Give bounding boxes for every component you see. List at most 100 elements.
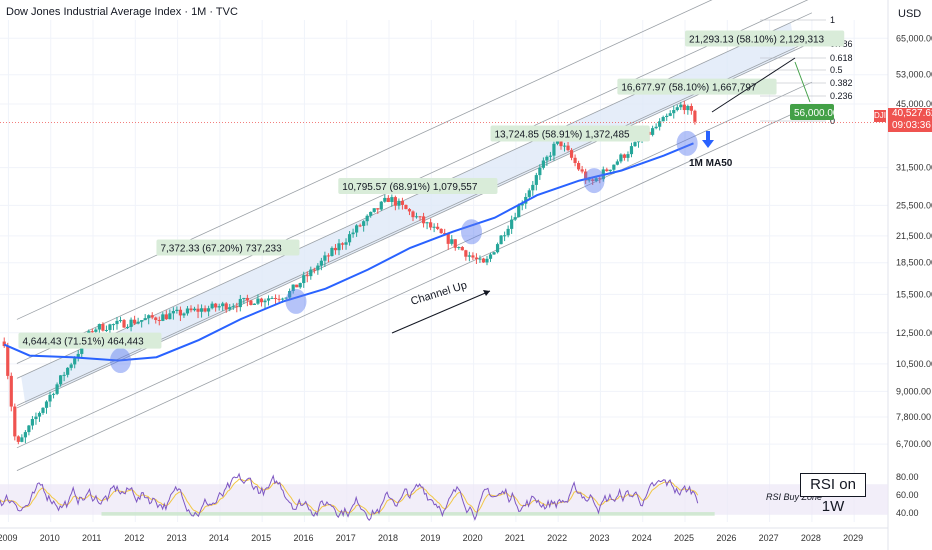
target-box <box>790 104 834 120</box>
candle-body <box>531 184 535 191</box>
ma50-touch-marker <box>285 288 307 314</box>
x-tick-label: 2020 <box>463 533 483 543</box>
channel-up-arrow <box>391 290 491 334</box>
leg-label-box <box>338 177 498 194</box>
candle-body <box>90 331 94 333</box>
candle-body <box>13 406 17 437</box>
x-tick-label: 2022 <box>547 533 567 543</box>
candle-body <box>330 247 334 257</box>
candle-body <box>203 308 207 312</box>
candle-body <box>154 317 158 320</box>
candle-body <box>390 197 394 202</box>
candle-body <box>347 234 352 243</box>
fib-level-label: 0.5 <box>830 65 843 75</box>
candle-body <box>517 205 521 218</box>
leg-label-text: 4,644.43 (71.51%) 464,443 <box>22 337 144 348</box>
candle-body <box>51 393 56 395</box>
candle-body <box>513 217 517 220</box>
candle-body <box>171 311 175 314</box>
x-tick-label: 2025 <box>674 533 694 543</box>
rsi-buy-zone <box>101 512 715 516</box>
candle-body <box>217 306 221 308</box>
y-tick-label: 45,000.00 <box>896 99 932 109</box>
x-tick-label: 2023 <box>589 533 609 543</box>
candle-body <box>143 318 147 321</box>
candle-body <box>668 113 672 116</box>
candle-body <box>73 358 77 365</box>
candle-body <box>400 200 405 205</box>
candle-body <box>411 211 415 218</box>
candle-body <box>474 257 479 260</box>
y-tick-label: 12,500.00 <box>896 328 932 338</box>
candle-body <box>495 244 500 253</box>
candle-body <box>333 247 338 251</box>
chart-title: Dow Jones Industrial Average Index · 1M … <box>6 6 238 18</box>
candle-body <box>125 326 130 328</box>
candle-body <box>562 145 567 147</box>
leg-label-text: 21,293.13 (58.10%) 2,129,313 <box>689 34 825 45</box>
candle-body <box>675 107 679 111</box>
leg-label-text: 16,677.97 (58.10%) 1,667,797 <box>621 83 757 94</box>
candle-body <box>147 315 151 319</box>
candle-body <box>545 156 549 161</box>
candle-body <box>44 401 49 408</box>
candle-body <box>386 197 390 202</box>
candle-body <box>679 104 683 108</box>
candle-body <box>41 407 45 413</box>
candle-body <box>305 275 309 277</box>
y-tick-label: 10,500.00 <box>896 359 932 369</box>
fib-level-label: 0.382 <box>830 78 853 88</box>
candle-body <box>108 324 112 330</box>
candle-body <box>665 115 669 118</box>
candle-body <box>453 239 457 248</box>
candle-body <box>362 221 366 226</box>
fib-level-label: 0 <box>830 116 835 126</box>
candle-body <box>238 298 242 308</box>
x-tick-label: 2018 <box>378 533 398 543</box>
candle-body <box>488 254 493 259</box>
candle-body <box>429 222 433 228</box>
candle-body <box>619 154 623 162</box>
candle-body <box>689 105 693 111</box>
x-tick-label: 2017 <box>336 533 356 543</box>
candle-body <box>450 239 454 244</box>
candle-body <box>66 367 70 375</box>
candle-body <box>284 297 288 299</box>
currency-label: USD <box>898 8 922 20</box>
candle-body <box>2 341 6 347</box>
x-tick-label: 2016 <box>293 533 313 543</box>
x-tick-label: 2012 <box>124 533 144 543</box>
y-tick-label: 7,800.00 <box>896 412 931 422</box>
rsi-buy-zone-label: RSI Buy Zone <box>766 492 822 502</box>
candle-body <box>140 320 144 322</box>
x-tick-label: 2019 <box>420 533 440 543</box>
rsi-y-tick-label: 80.00 <box>896 472 919 482</box>
candle-body <box>150 315 154 318</box>
candle-body <box>214 303 218 308</box>
candle-body <box>192 308 197 311</box>
candle-body <box>228 307 232 310</box>
candle-body <box>111 324 116 326</box>
candle-body <box>259 298 264 303</box>
candle-body <box>196 308 200 312</box>
y-tick-label: 6,700.00 <box>896 439 931 449</box>
candle-body <box>464 250 468 257</box>
candle-body <box>376 208 380 210</box>
candle-body <box>548 155 553 157</box>
candle-body <box>298 283 302 288</box>
x-tick-label: 2015 <box>251 533 271 543</box>
y-tick-label: 53,000.00 <box>896 70 932 80</box>
candle-body <box>355 225 359 233</box>
candle-body <box>510 219 514 229</box>
ma50-touch-marker <box>110 348 132 374</box>
rsi-line <box>0 472 699 521</box>
ticker-badge: DJI <box>874 110 886 122</box>
y-tick-label: 65,000.00 <box>896 33 932 43</box>
rsi-y-tick-label: 40.00 <box>896 508 919 518</box>
candle-body <box>372 208 376 212</box>
last-price-tag: 40,527.62 09:03:36 <box>888 108 932 132</box>
candle-body <box>319 260 323 266</box>
candle-body <box>383 197 387 202</box>
